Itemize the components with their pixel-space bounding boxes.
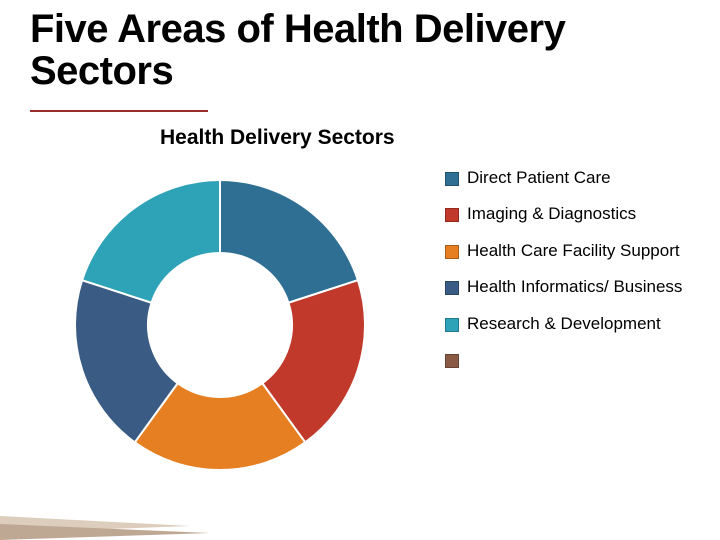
legend-item: Health Informatics/ Business (445, 277, 710, 297)
legend: Direct Patient Care Imaging & Diagnostics… (445, 168, 710, 384)
legend-swatch (445, 208, 459, 222)
legend-label: Imaging & Diagnostics (467, 204, 710, 224)
page-title: Five Areas of Health Delivery Sectors (30, 8, 670, 92)
legend-item: Research & Development (445, 314, 710, 334)
legend-label: Direct Patient Care (467, 168, 710, 188)
legend-swatch (445, 281, 459, 295)
legend-swatch (445, 245, 459, 259)
legend-item: Imaging & Diagnostics (445, 204, 710, 224)
slide: Five Areas of Health Delivery Sectors He… (0, 0, 720, 540)
donut-slice-0 (220, 180, 358, 303)
chart-title: Health Delivery Sectors (160, 126, 395, 150)
donut-chart (60, 165, 380, 485)
legend-item: Direct Patient Care (445, 168, 710, 188)
legend-label: Research & Development (467, 314, 710, 334)
footer-accent (0, 510, 220, 540)
legend-swatch (445, 318, 459, 332)
legend-swatch (445, 354, 459, 368)
legend-swatch (445, 172, 459, 186)
donut-slice-4 (82, 180, 220, 303)
title-underline (30, 110, 208, 112)
legend-label: Health Informatics/ Business (467, 277, 710, 297)
legend-item (445, 350, 710, 368)
legend-label: Health Care Facility Support (467, 241, 710, 261)
legend-item: Health Care Facility Support (445, 241, 710, 261)
